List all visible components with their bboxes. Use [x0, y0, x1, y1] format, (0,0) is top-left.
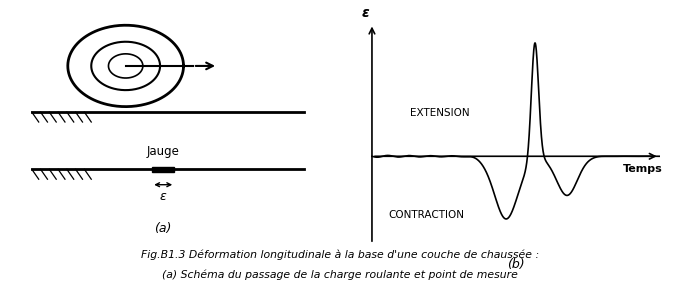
Text: ε: ε — [160, 190, 167, 203]
Text: ε: ε — [362, 6, 369, 20]
Text: Temps: Temps — [623, 164, 663, 174]
Text: CONTRACTION: CONTRACTION — [388, 210, 464, 220]
Text: (a): (a) — [154, 222, 172, 235]
Text: Fig.B1.3 Déformation longitudinale à la base d'une couche de chaussée :: Fig.B1.3 Déformation longitudinale à la … — [141, 250, 539, 260]
Text: EXTENSION: EXTENSION — [410, 108, 470, 118]
Text: Jauge: Jauge — [147, 145, 180, 158]
Text: (b): (b) — [507, 258, 524, 271]
Bar — [152, 167, 174, 172]
Text: (a) Schéma du passage de la charge roulante et point de mesure: (a) Schéma du passage de la charge roula… — [162, 269, 518, 280]
